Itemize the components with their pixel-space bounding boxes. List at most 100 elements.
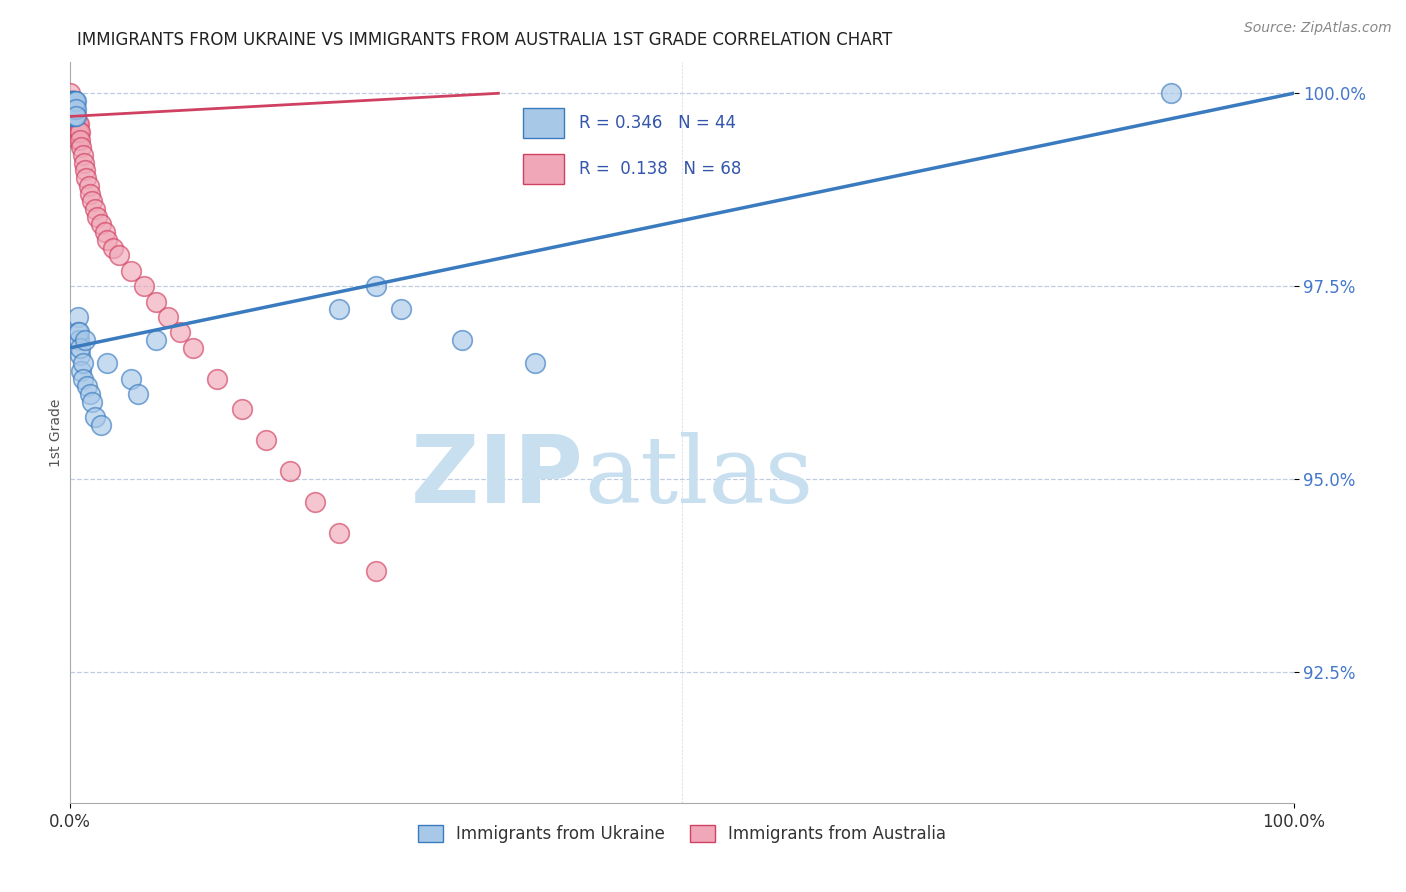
Point bbox=[63, 102, 86, 116]
Point bbox=[65, 110, 87, 124]
Point bbox=[75, 171, 97, 186]
Point bbox=[96, 356, 118, 370]
Point bbox=[59, 94, 82, 108]
Point bbox=[63, 117, 86, 131]
Point bbox=[60, 94, 83, 108]
Text: Source: ZipAtlas.com: Source: ZipAtlas.com bbox=[1244, 21, 1392, 35]
Point bbox=[304, 495, 326, 509]
Point bbox=[280, 464, 302, 478]
Point bbox=[73, 163, 96, 178]
Point bbox=[63, 94, 86, 108]
Point bbox=[59, 110, 82, 124]
Point bbox=[73, 155, 96, 169]
Point bbox=[254, 434, 277, 448]
Y-axis label: 1st Grade: 1st Grade bbox=[49, 399, 63, 467]
Point bbox=[59, 94, 82, 108]
Point bbox=[366, 565, 388, 579]
Point bbox=[63, 102, 86, 116]
Point bbox=[65, 125, 87, 139]
Point bbox=[157, 310, 180, 324]
Text: ZIP: ZIP bbox=[411, 431, 583, 523]
Point bbox=[63, 110, 86, 124]
Point bbox=[72, 371, 94, 385]
Point bbox=[66, 132, 89, 146]
Point bbox=[1160, 87, 1182, 101]
Point bbox=[82, 194, 104, 209]
Point bbox=[72, 356, 94, 370]
Point bbox=[366, 279, 388, 293]
Point bbox=[93, 225, 115, 239]
Point bbox=[60, 94, 83, 108]
Point bbox=[60, 110, 83, 124]
Text: atlas: atlas bbox=[583, 432, 813, 522]
Point bbox=[389, 302, 412, 317]
Point bbox=[169, 326, 191, 340]
Point bbox=[77, 178, 100, 193]
Point bbox=[67, 326, 90, 340]
Point bbox=[127, 387, 149, 401]
Point bbox=[63, 110, 86, 124]
Point bbox=[108, 248, 131, 262]
Point bbox=[62, 117, 84, 131]
Point bbox=[181, 341, 204, 355]
Point bbox=[328, 525, 350, 540]
Point bbox=[62, 125, 84, 139]
Point bbox=[69, 349, 91, 363]
Point bbox=[59, 87, 82, 101]
Point bbox=[145, 294, 167, 309]
Point bbox=[59, 110, 82, 124]
Point bbox=[59, 102, 82, 116]
Point bbox=[66, 326, 89, 340]
Point bbox=[67, 333, 90, 347]
Point bbox=[66, 117, 89, 131]
Point bbox=[63, 102, 86, 116]
Point bbox=[73, 333, 96, 347]
Point bbox=[62, 94, 84, 108]
Point bbox=[62, 102, 84, 116]
Point bbox=[83, 202, 105, 216]
Point bbox=[59, 102, 82, 116]
Point bbox=[72, 148, 94, 162]
Point bbox=[63, 94, 86, 108]
Point bbox=[90, 417, 112, 432]
Point bbox=[60, 110, 83, 124]
Point bbox=[59, 117, 82, 131]
Legend: Immigrants from Ukraine, Immigrants from Australia: Immigrants from Ukraine, Immigrants from… bbox=[411, 819, 953, 850]
Point bbox=[205, 371, 228, 385]
Point bbox=[62, 102, 84, 116]
Point bbox=[63, 110, 86, 124]
Point bbox=[63, 94, 86, 108]
Point bbox=[60, 117, 83, 131]
Point bbox=[70, 364, 93, 378]
Point bbox=[524, 356, 547, 370]
Point bbox=[65, 117, 87, 131]
Text: IMMIGRANTS FROM UKRAINE VS IMMIGRANTS FROM AUSTRALIA 1ST GRADE CORRELATION CHART: IMMIGRANTS FROM UKRAINE VS IMMIGRANTS FR… bbox=[77, 31, 893, 49]
Point bbox=[101, 240, 124, 254]
Point bbox=[90, 218, 112, 232]
Point bbox=[328, 302, 350, 317]
Point bbox=[60, 94, 83, 108]
Point bbox=[83, 410, 105, 425]
Point bbox=[63, 102, 86, 116]
Point bbox=[63, 117, 86, 131]
Point bbox=[79, 186, 101, 201]
Point bbox=[62, 94, 84, 108]
Point bbox=[60, 110, 83, 124]
Point bbox=[132, 279, 155, 293]
Point bbox=[145, 333, 167, 347]
Point bbox=[63, 110, 86, 124]
Point bbox=[231, 402, 253, 417]
Point bbox=[66, 125, 89, 139]
Point bbox=[450, 333, 472, 347]
Point bbox=[67, 125, 90, 139]
Point bbox=[66, 310, 89, 324]
Point bbox=[86, 210, 108, 224]
Point bbox=[63, 117, 86, 131]
Point bbox=[65, 102, 87, 116]
Point bbox=[62, 110, 84, 124]
Point bbox=[60, 102, 83, 116]
Point bbox=[82, 394, 104, 409]
Point bbox=[121, 263, 143, 277]
Point bbox=[65, 94, 87, 108]
Point bbox=[70, 140, 93, 154]
